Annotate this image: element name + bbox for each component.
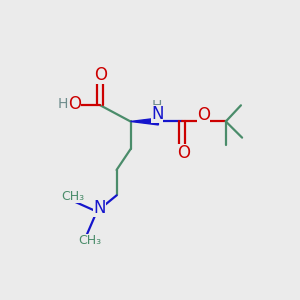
Text: CH₃: CH₃ (78, 234, 101, 248)
Text: H: H (152, 100, 162, 113)
Text: O: O (197, 106, 210, 124)
Text: N: N (151, 105, 164, 123)
Text: O: O (94, 66, 107, 84)
Text: O: O (68, 95, 81, 113)
Text: O: O (178, 144, 190, 162)
Text: CH₃: CH₃ (61, 190, 84, 202)
Text: H: H (58, 97, 68, 111)
Text: N: N (93, 199, 106, 217)
Polygon shape (130, 118, 158, 125)
